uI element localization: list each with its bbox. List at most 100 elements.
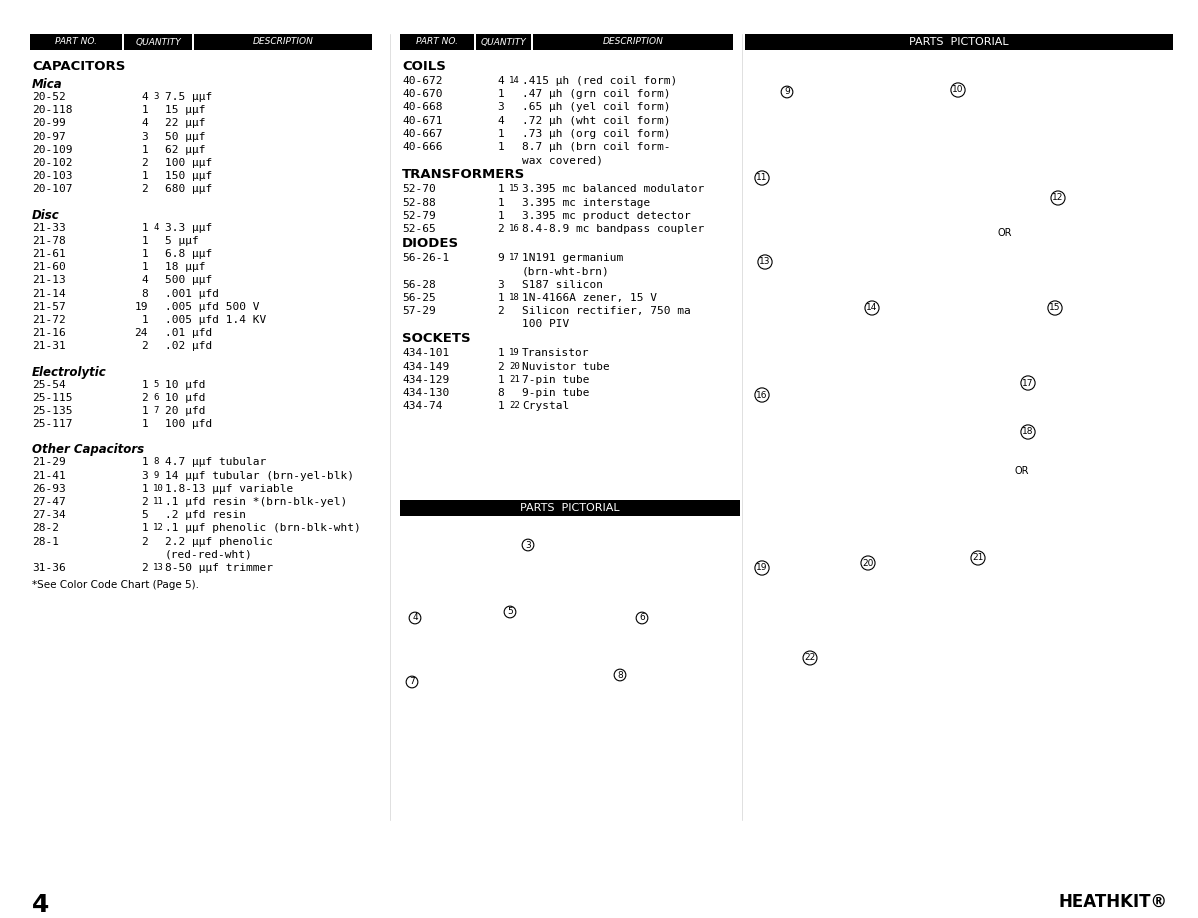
Text: 1: 1: [497, 142, 504, 152]
Text: 8: 8: [153, 457, 158, 466]
Text: 10: 10: [153, 484, 164, 493]
Text: 21-41: 21-41: [32, 471, 66, 481]
Text: 14: 14: [866, 304, 878, 312]
Text: 21-31: 21-31: [32, 341, 66, 352]
Text: 1: 1: [141, 145, 149, 155]
Text: 21-16: 21-16: [32, 329, 66, 338]
Text: .001 μfd: .001 μfd: [165, 288, 219, 298]
Text: .1 μfd resin *(brn-blk-yel): .1 μfd resin *(brn-blk-yel): [165, 497, 347, 507]
Text: 2: 2: [497, 306, 504, 316]
Text: 1N191 germanium: 1N191 germanium: [522, 253, 623, 263]
Text: 4: 4: [141, 118, 149, 129]
Text: 1: 1: [141, 249, 149, 259]
Text: 2: 2: [141, 537, 149, 546]
Text: 20: 20: [509, 362, 520, 371]
Text: 13: 13: [760, 258, 770, 266]
Text: 1: 1: [141, 406, 149, 416]
Text: 21-14: 21-14: [32, 288, 66, 298]
Text: 16: 16: [756, 390, 768, 399]
Text: 10 μfd: 10 μfd: [165, 380, 206, 389]
Text: 25-117: 25-117: [32, 420, 73, 430]
Text: Mica: Mica: [32, 78, 62, 91]
Bar: [125, 34, 192, 50]
Text: 3: 3: [153, 92, 158, 101]
Text: 40-667: 40-667: [403, 129, 442, 139]
Text: 52-70: 52-70: [403, 185, 436, 195]
Text: 20: 20: [863, 558, 873, 567]
Text: 7: 7: [153, 406, 158, 415]
Text: 27-47: 27-47: [32, 497, 66, 507]
Text: Other Capacitors: Other Capacitors: [32, 443, 144, 456]
Text: 1: 1: [141, 263, 149, 273]
Text: 14: 14: [509, 76, 520, 85]
Text: 18: 18: [509, 293, 520, 302]
Text: Electrolytic: Electrolytic: [32, 365, 107, 378]
Text: TRANSFORMERS: TRANSFORMERS: [403, 168, 525, 182]
Text: 24: 24: [134, 329, 149, 338]
Text: 21-61: 21-61: [32, 249, 66, 259]
Text: 2: 2: [141, 563, 149, 573]
Text: 11: 11: [756, 174, 768, 183]
Text: 1: 1: [497, 293, 504, 303]
Text: 7.5 μμf: 7.5 μμf: [165, 92, 212, 102]
Text: 3: 3: [525, 541, 531, 550]
Bar: [194, 34, 373, 50]
Text: 21-29: 21-29: [32, 457, 66, 467]
Text: 19: 19: [509, 349, 520, 357]
Text: 21-57: 21-57: [32, 302, 66, 312]
Text: 500 μμf: 500 μμf: [165, 275, 212, 285]
Text: 17: 17: [1022, 378, 1034, 387]
Text: COILS: COILS: [403, 60, 446, 73]
Text: 28-1: 28-1: [32, 537, 59, 546]
Text: .65 μh (yel coil form): .65 μh (yel coil form): [522, 103, 671, 112]
Text: .415 μh (red coil form): .415 μh (red coil form): [522, 76, 677, 86]
Text: 3.395 mc interstage: 3.395 mc interstage: [522, 197, 651, 207]
Text: 20-118: 20-118: [32, 106, 73, 115]
Text: 1: 1: [497, 89, 504, 99]
Text: 9-pin tube: 9-pin tube: [522, 388, 589, 398]
Bar: [400, 500, 740, 516]
Text: 1: 1: [497, 197, 504, 207]
Text: 22 μμf: 22 μμf: [165, 118, 206, 129]
Text: 40-668: 40-668: [403, 103, 442, 112]
Text: PARTS  PICTORIAL: PARTS PICTORIAL: [909, 37, 1009, 47]
Text: 10 μfd: 10 μfd: [165, 393, 206, 403]
Text: 26-93: 26-93: [32, 484, 66, 494]
Text: .72 μh (wht coil form): .72 μh (wht coil form): [522, 116, 671, 126]
Text: 56-26-1: 56-26-1: [403, 253, 449, 263]
Text: 16: 16: [509, 224, 520, 233]
Text: 20 μfd: 20 μfd: [165, 406, 206, 416]
Bar: [30, 34, 122, 50]
Text: 4: 4: [497, 76, 504, 86]
Bar: [400, 34, 474, 50]
Text: 12: 12: [1052, 194, 1064, 203]
Text: PARTS  PICTORIAL: PARTS PICTORIAL: [520, 503, 619, 513]
Text: 20-97: 20-97: [32, 131, 66, 141]
Text: 56-28: 56-28: [403, 280, 436, 289]
Text: 100 μfd: 100 μfd: [165, 420, 212, 430]
Text: 13: 13: [153, 563, 164, 572]
Text: 8.7 μh (brn coil form-: 8.7 μh (brn coil form-: [522, 142, 671, 152]
Text: 21-72: 21-72: [32, 315, 66, 325]
Text: 3.395 mc product detector: 3.395 mc product detector: [522, 211, 691, 221]
Text: Transistor: Transistor: [522, 349, 589, 358]
Text: 12: 12: [153, 523, 164, 532]
Text: 1: 1: [141, 106, 149, 115]
Text: 19: 19: [134, 302, 149, 312]
Text: 27-34: 27-34: [32, 510, 66, 521]
Text: 1: 1: [497, 211, 504, 221]
Text: 4: 4: [141, 92, 149, 102]
Text: DESCRIPTION: DESCRIPTION: [253, 38, 314, 47]
Text: 19: 19: [756, 564, 768, 573]
Text: 1: 1: [497, 129, 504, 139]
Text: SOCKETS: SOCKETS: [403, 332, 471, 345]
Text: 15 μμf: 15 μμf: [165, 106, 206, 115]
Text: 25-54: 25-54: [32, 380, 66, 389]
Text: 25-135: 25-135: [32, 406, 73, 416]
Text: 2: 2: [141, 393, 149, 403]
Text: 3: 3: [497, 280, 504, 289]
Text: OR: OR: [998, 228, 1012, 238]
Text: Nuvistor tube: Nuvistor tube: [522, 362, 610, 372]
Text: 3: 3: [141, 471, 149, 481]
Text: wax covered): wax covered): [522, 155, 603, 165]
